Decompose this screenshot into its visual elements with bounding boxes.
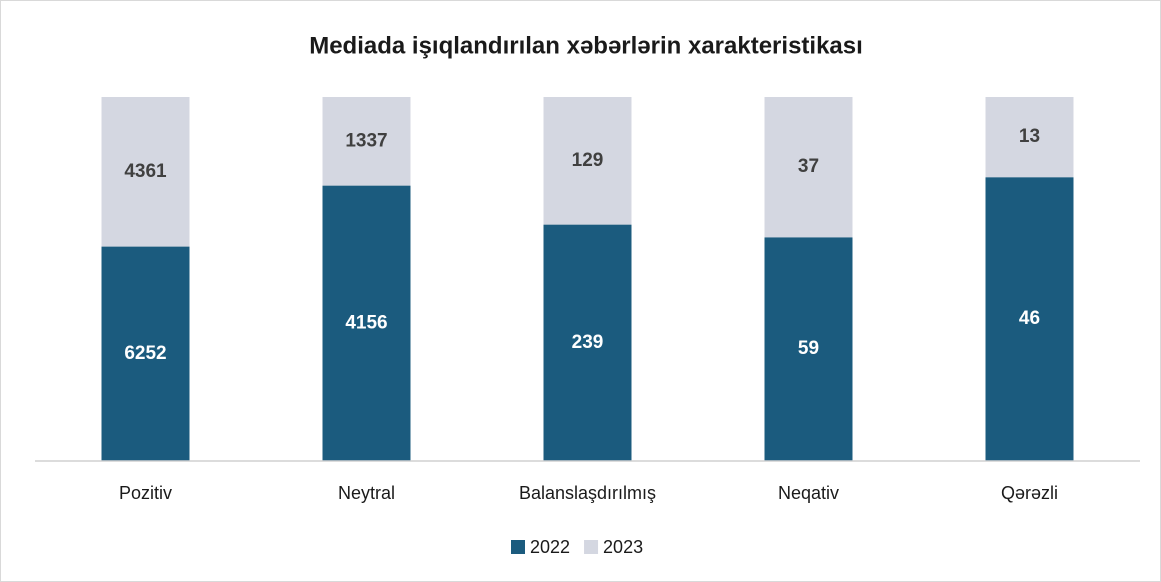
data-label: 59: [798, 338, 819, 359]
data-label: 13: [1019, 126, 1040, 147]
legend-label: 2022: [530, 537, 570, 557]
bar-segment: [543, 97, 632, 225]
legend-label: 2023: [603, 537, 643, 557]
x-tick-label: Neytral: [338, 483, 395, 503]
x-tick-label: Neqativ: [778, 483, 839, 503]
x-tick-label: Balanslaşdırılmış: [519, 483, 656, 503]
bar-segment: [543, 224, 632, 461]
legend-swatch: [511, 540, 525, 554]
bar-segment: [322, 97, 411, 186]
bar-segment: [322, 185, 411, 462]
data-label: 1337: [345, 130, 387, 151]
data-label: 46: [1019, 308, 1040, 329]
x-tick-label: Pozitiv: [119, 483, 172, 503]
bar-segment: [764, 97, 853, 238]
data-label: 37: [798, 156, 819, 177]
legend-swatch: [584, 540, 599, 554]
bar-segment: [985, 177, 1074, 462]
x-tick-label: Qərəzli: [1001, 483, 1058, 503]
bar-segment: [101, 246, 190, 461]
data-label: 4156: [345, 312, 387, 333]
data-label: 239: [572, 332, 604, 353]
chart-title: Mediada işıqlandırılan xəbərlərin xarakt…: [309, 32, 863, 59]
bar-segment: [764, 237, 853, 461]
data-label: 4361: [124, 161, 167, 182]
data-label: 6252: [124, 343, 166, 364]
data-label: 129: [572, 150, 604, 171]
bar-segment: [101, 97, 190, 247]
bar-segment: [985, 97, 1074, 178]
